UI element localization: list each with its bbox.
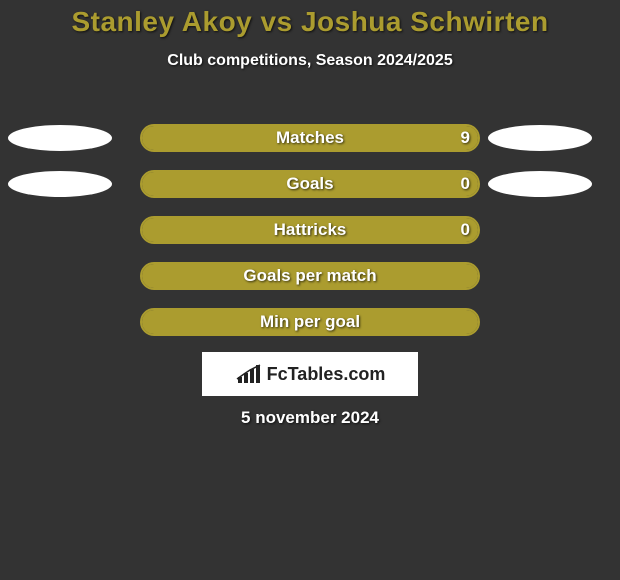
stat-row: Goals per match	[0, 262, 620, 308]
bottom-date-text: 5 november 2024	[241, 408, 379, 427]
stat-value: 0	[461, 216, 470, 244]
stat-label: Hattricks	[140, 216, 480, 244]
bottom-date: 5 november 2024	[0, 408, 620, 428]
bar-chart-icon	[235, 363, 263, 385]
stat-row: Hattricks0	[0, 216, 620, 262]
logo-text: FcTables.com	[267, 364, 386, 385]
stat-value: 9	[461, 124, 470, 152]
left-ellipse	[8, 171, 112, 197]
comparison-card: Stanley Akoy vs Joshua Schwirten Club co…	[0, 0, 620, 580]
stat-label: Goals	[140, 170, 480, 198]
logo-inner: FcTables.com	[235, 363, 386, 385]
title-text: Stanley Akoy vs Joshua Schwirten	[71, 6, 548, 37]
right-ellipse	[488, 171, 592, 197]
stat-label: Min per goal	[140, 308, 480, 336]
stat-value: 0	[461, 170, 470, 198]
stat-label: Goals per match	[140, 262, 480, 290]
logo-box: FcTables.com	[202, 352, 418, 396]
left-ellipse	[8, 125, 112, 151]
stat-row: Min per goal	[0, 308, 620, 354]
stat-row: Goals0	[0, 170, 620, 216]
stat-row: Matches9	[0, 124, 620, 170]
page-title: Stanley Akoy vs Joshua Schwirten	[0, 0, 620, 38]
stat-label: Matches	[140, 124, 480, 152]
subtitle-text: Club competitions, Season 2024/2025	[167, 52, 452, 69]
right-ellipse	[488, 125, 592, 151]
stat-rows: Matches9Goals0Hattricks0Goals per matchM…	[0, 124, 620, 354]
subtitle: Club competitions, Season 2024/2025	[0, 52, 620, 70]
